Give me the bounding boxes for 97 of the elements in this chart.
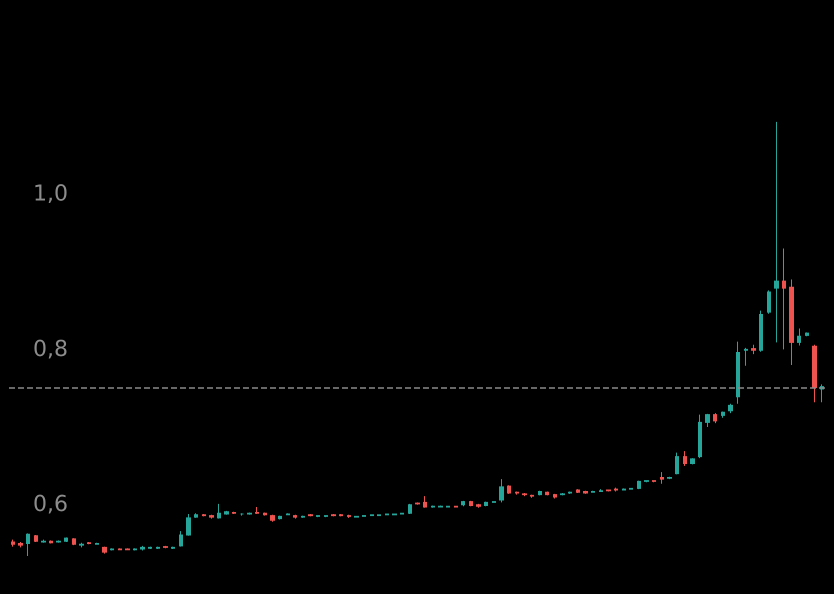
candlestick xyxy=(637,480,641,490)
candlestick xyxy=(171,546,175,550)
candlestick xyxy=(217,503,221,520)
candlestick xyxy=(660,472,664,484)
candlestick xyxy=(209,514,214,520)
candlestick xyxy=(125,548,130,550)
candlestick xyxy=(202,514,206,517)
candlestick xyxy=(431,504,435,508)
candlestick xyxy=(705,413,710,428)
candlestick xyxy=(545,491,549,496)
candlestick xyxy=(148,546,152,550)
candlestick xyxy=(530,494,534,498)
candlestick xyxy=(72,538,76,546)
y-tick-label: 1,0 xyxy=(33,182,68,207)
candlestick xyxy=(34,534,38,542)
candlestick xyxy=(713,412,717,424)
candlestick xyxy=(736,341,740,404)
candlestick xyxy=(721,411,725,418)
candlestick xyxy=(599,488,603,492)
candlestick xyxy=(789,279,794,366)
candlestick xyxy=(805,332,809,337)
candlestick xyxy=(255,506,259,515)
candlestick xyxy=(347,514,351,518)
candlestick xyxy=(316,515,320,518)
candlestick xyxy=(484,501,488,507)
candlestick xyxy=(49,540,53,544)
candlestick xyxy=(56,540,61,544)
candlestick xyxy=(18,541,23,548)
candlestick xyxy=(683,450,687,466)
candlestick xyxy=(774,121,779,343)
candlestick xyxy=(11,539,15,548)
candlestick xyxy=(301,515,305,518)
y-tick-label: 0,8 xyxy=(33,336,68,362)
candlestick xyxy=(759,310,763,352)
candlestick xyxy=(179,530,183,548)
candlestick xyxy=(667,476,672,480)
candlestick xyxy=(247,512,252,516)
candlestick xyxy=(293,514,297,520)
candlestick xyxy=(26,532,30,556)
candlestick xyxy=(728,403,733,414)
candlestick xyxy=(622,488,626,490)
candlestick xyxy=(614,487,618,492)
candlestick xyxy=(339,514,343,517)
candlestick xyxy=(797,328,801,346)
candlestick xyxy=(698,414,702,459)
candlestick xyxy=(186,514,191,536)
candlestick xyxy=(744,347,748,366)
candlestick xyxy=(515,491,519,496)
candlestick xyxy=(95,542,99,545)
candlestick xyxy=(675,452,679,475)
candlestick xyxy=(232,511,236,515)
candlestick xyxy=(270,514,275,522)
candlestick xyxy=(102,546,107,554)
candlestick xyxy=(476,503,481,508)
candlestick xyxy=(415,502,420,506)
candlestick xyxy=(156,546,160,550)
candlestick xyxy=(79,542,84,548)
candlestick xyxy=(461,500,465,507)
candlestick xyxy=(331,514,336,517)
candlestick xyxy=(308,514,313,517)
candlestick xyxy=(538,490,542,496)
candlestick xyxy=(606,489,611,492)
candlestick xyxy=(583,490,588,494)
candlestick xyxy=(576,488,580,494)
candlestick xyxy=(644,480,649,483)
candlestick xyxy=(278,515,282,520)
candlestick xyxy=(568,491,572,494)
candlestick xyxy=(591,490,595,493)
candlestick xyxy=(499,478,504,503)
candlestick xyxy=(140,545,145,552)
candlestick xyxy=(286,512,290,516)
y-tick-label: 0,6 xyxy=(33,492,68,518)
candlestick xyxy=(224,510,229,516)
candlestick xyxy=(423,496,427,508)
candlestick xyxy=(163,545,168,549)
candlestick xyxy=(118,548,122,550)
candlestick xyxy=(522,492,527,497)
candlestick xyxy=(652,480,656,483)
candlestick xyxy=(263,512,267,516)
candlestick xyxy=(560,492,565,496)
candlestick xyxy=(41,539,46,544)
candlestick xyxy=(751,344,756,355)
candlestick xyxy=(469,500,473,507)
candlestick xyxy=(194,512,198,518)
candlestick xyxy=(507,484,511,494)
candlestick xyxy=(767,290,771,314)
candlestick xyxy=(324,515,328,518)
candlestick xyxy=(133,548,137,552)
candlestick xyxy=(87,541,91,545)
candlestick xyxy=(553,493,557,499)
candlestick xyxy=(408,503,412,515)
candlestick xyxy=(690,458,695,465)
candlestick xyxy=(782,248,786,350)
candlestick xyxy=(110,548,114,552)
candlestick xyxy=(64,536,68,542)
candlestick xyxy=(438,504,443,508)
candlestick xyxy=(812,344,817,403)
